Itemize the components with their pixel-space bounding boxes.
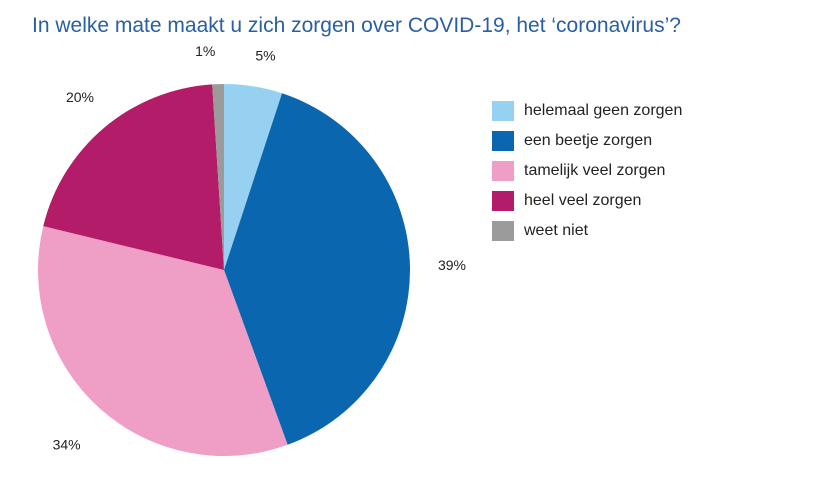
slice-label: 39% [438,257,466,273]
legend-label: helemaal geen zorgen [524,102,683,119]
slice-label: 34% [53,437,81,453]
pie-slice [224,93,410,445]
slice-label: 5% [255,47,275,63]
pie-labels: 5% 39% 34% 20% 1% [53,43,466,453]
legend-swatch [492,161,514,181]
legend-item: helemaal geen zorgen [492,96,682,126]
legend-label: heel veel zorgen [524,192,642,209]
legend-label: tamelijk veel zorgen [524,162,666,179]
pie-slice [43,84,224,271]
pie-slices [37,83,410,456]
legend-swatch [492,131,514,151]
pie-slice [212,83,224,270]
legend-item: weet niet [492,216,682,246]
legend: helemaal geen zorgen een beetje zorgen t… [492,96,682,246]
legend-swatch [492,221,514,241]
pie-slice [37,226,288,456]
legend-label: een beetje zorgen [524,132,653,149]
legend-swatch [492,101,514,121]
legend-item: tamelijk veel zorgen [492,156,682,186]
legend-item: heel veel zorgen [492,186,682,216]
slice-label: 20% [66,89,94,105]
chart-title: In welke mate maakt u zich zorgen over C… [32,14,681,37]
slice-label: 1% [195,43,215,59]
legend-item: een beetje zorgen [492,126,682,156]
legend-swatch [492,191,514,211]
legend-label: weet niet [524,222,589,239]
pie-slice [224,84,283,270]
